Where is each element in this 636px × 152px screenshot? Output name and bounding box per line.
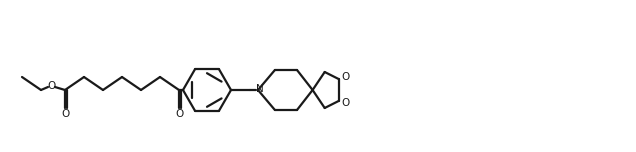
Text: O: O: [47, 81, 55, 91]
Text: O: O: [176, 109, 184, 119]
Text: N: N: [256, 84, 264, 94]
Text: O: O: [62, 109, 70, 119]
Text: O: O: [341, 72, 349, 82]
Text: O: O: [341, 98, 349, 108]
